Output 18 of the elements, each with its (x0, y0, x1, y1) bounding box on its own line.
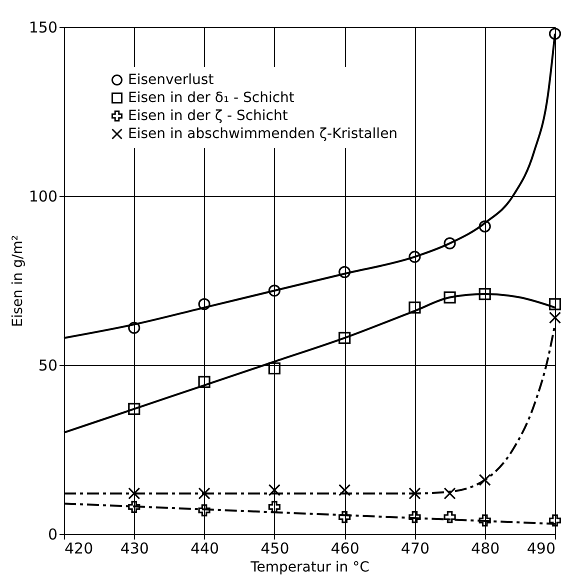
x-tick-label: 480 (471, 540, 500, 558)
y-tick-label: 50 (38, 356, 58, 374)
y-tick-label: 150 (28, 18, 58, 36)
x-tick-label: 460 (330, 540, 360, 558)
x-tick-label: 430 (120, 540, 149, 558)
legend-label: Eisenverlust (128, 72, 214, 88)
x-axis-title: Temperatur in °C (250, 560, 370, 576)
legend-label: Eisen in der δ₁ - Schicht (128, 90, 295, 106)
legend-label: Eisen in der ζ - Schicht (128, 108, 288, 124)
y-tick-label: 0 (48, 526, 58, 544)
x-tick-label: 450 (260, 540, 290, 558)
y-tick-label: 100 (28, 188, 58, 206)
x-tick-label: 490 (526, 540, 556, 558)
legend-label: Eisen in abschwimmenden ζ-Kristallen (128, 126, 398, 142)
x-tick-label: 440 (190, 540, 220, 558)
x-tick-label: 420 (64, 540, 94, 558)
x-tick-label: 470 (400, 540, 430, 558)
y-axis-title: Eisen in g/m² (10, 234, 26, 328)
